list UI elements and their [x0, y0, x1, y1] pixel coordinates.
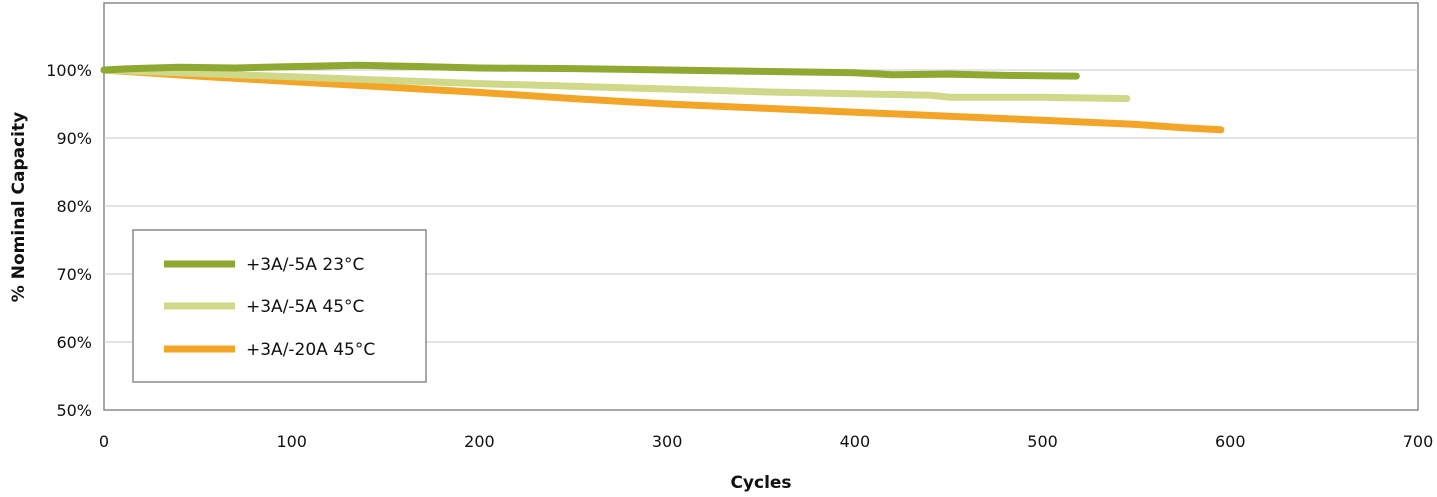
x-tick-label: 400	[840, 432, 871, 451]
x-tick-label: 300	[652, 432, 683, 451]
x-tick-label: 700	[1403, 432, 1434, 451]
y-tick-labels: 50% 60% 70% 80% 90% 100%	[46, 61, 92, 420]
legend: +3A/-5A 23°C +3A/-5A 45°C +3A/-20A 45°C	[132, 229, 427, 383]
legend-label-20a-45c: +3A/-20A 45°C	[246, 340, 375, 360]
x-tick-label: 200	[464, 432, 495, 451]
y-tick-label: 80%	[56, 197, 92, 216]
legend-label-45c: +3A/-5A 45°C	[246, 297, 364, 317]
y-axis-title: % Nominal Capacity	[9, 112, 29, 302]
x-tick-labels: 0 100 200 300 400 500 600 700	[99, 432, 1433, 451]
y-tick-label: 50%	[56, 401, 92, 420]
series-line-1	[100, 66, 1131, 103]
y-tick-label: 70%	[56, 265, 92, 284]
y-tick-label: 60%	[56, 333, 92, 352]
legend-label-23c: +3A/-5A 23°C	[246, 255, 364, 275]
x-tick-label: 600	[1215, 432, 1246, 451]
y-tick-label: 90%	[56, 129, 92, 148]
x-tick-label: 500	[1027, 432, 1058, 451]
y-tick-label: 100%	[46, 61, 92, 80]
x-axis-title: Cycles	[730, 473, 791, 493]
x-tick-label: 100	[276, 432, 307, 451]
x-tick-label: 0	[99, 432, 109, 451]
series-layer	[100, 61, 1225, 134]
series-line-0	[100, 61, 1080, 80]
series-line-2	[100, 66, 1225, 134]
